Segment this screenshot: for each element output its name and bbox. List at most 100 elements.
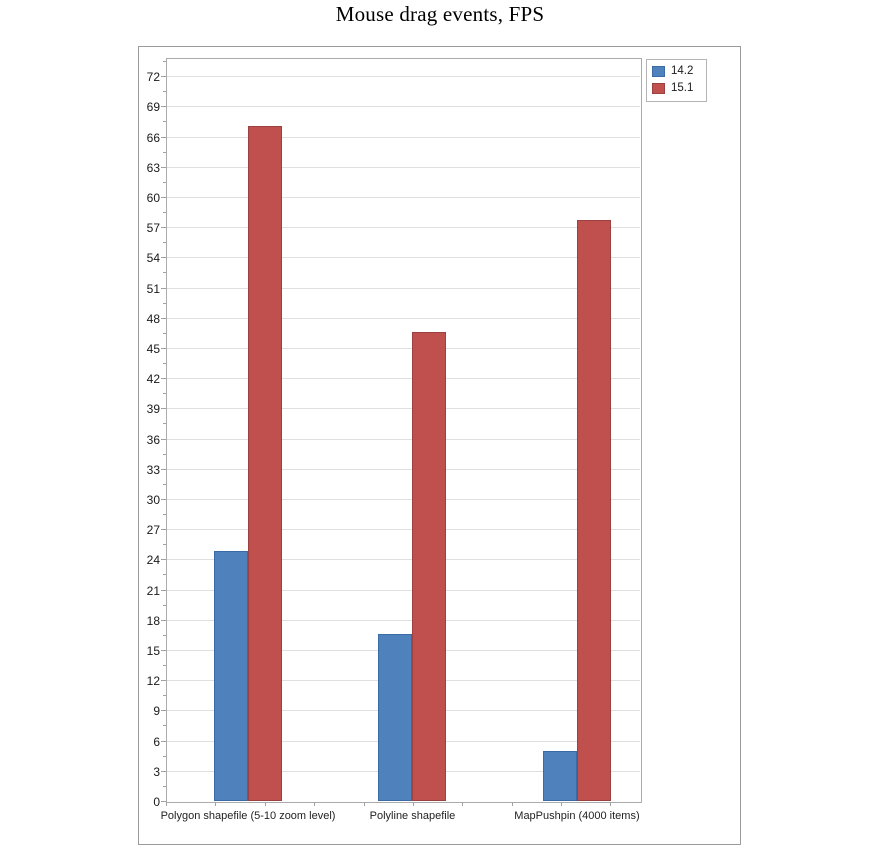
x-axis-minor-tick: [412, 802, 414, 806]
y-axis-major-tick: [161, 468, 166, 470]
y-axis-minor-tick: [163, 121, 166, 123]
y-tick-label: 21: [146, 583, 160, 598]
legend-color-swatch: [652, 66, 665, 77]
y-axis-minor-tick: [163, 393, 166, 395]
y-tick-label: 72: [146, 70, 160, 85]
y-tick-label: 69: [146, 100, 160, 115]
y-axis-minor-tick: [163, 755, 166, 757]
y-axis-minor-tick: [163, 151, 166, 153]
y-axis-minor-tick: [163, 483, 166, 485]
y-tick-label: 27: [146, 523, 160, 538]
y-tick-label: 18: [146, 613, 160, 628]
y-axis-major-tick: [161, 196, 166, 198]
y-axis-major-tick: [161, 136, 166, 138]
y-tick-label: 6: [153, 734, 160, 749]
y-axis-minor-tick: [163, 544, 166, 546]
x-category-label: MapPushpin (4000 items): [514, 810, 640, 822]
y-axis-major-tick: [161, 619, 166, 621]
y-axis-minor-tick: [163, 514, 166, 516]
y-axis-major-tick: [161, 498, 166, 500]
bar-series-14.2: [378, 633, 413, 801]
x-axis-minor-tick: [363, 802, 365, 806]
y-axis-major-tick: [161, 680, 166, 682]
x-axis-minor-tick: [166, 802, 167, 806]
y-axis-major-tick: [161, 438, 166, 440]
y-axis-major-tick: [161, 589, 166, 591]
x-axis-minor-tick: [462, 802, 464, 806]
y-gridline: [167, 589, 640, 591]
x-axis-minor-tick: [264, 802, 266, 806]
legend-series-label: 15.1: [671, 82, 694, 94]
y-axis-minor-tick: [163, 725, 166, 727]
y-tick-label: 36: [146, 432, 160, 447]
y-axis-major-tick: [161, 227, 166, 229]
y-axis-minor-tick: [163, 634, 166, 636]
legend-item: 14.2: [647, 63, 706, 80]
y-axis-minor-tick: [163, 242, 166, 244]
bar-series-15.1: [576, 220, 611, 801]
y-tick-label: 51: [146, 281, 160, 296]
y-tick-label: 42: [146, 372, 160, 387]
x-axis-minor-tick: [511, 802, 513, 806]
y-axis-major-tick: [161, 529, 166, 531]
y-gridline: [167, 136, 640, 138]
y-axis-minor-tick: [163, 212, 166, 214]
y-tick-label: 0: [153, 795, 160, 809]
y-tick-label: 45: [146, 341, 160, 356]
bar-series-15.1: [248, 126, 282, 801]
y-tick-label: 63: [146, 160, 160, 175]
y-axis-minor-tick: [163, 665, 166, 667]
y-axis-minor-tick: [163, 332, 166, 334]
y-tick-label: 39: [146, 402, 160, 417]
y-axis-major-tick: [161, 770, 166, 772]
bar-series-15.1: [412, 331, 447, 801]
y-tick-label: 33: [146, 462, 160, 477]
chart-container: 14.2 15.1 0 3 6 9 12 15 18 21 24 27 30 33 36 39 42 45 48 5…: [138, 46, 741, 845]
y-gridline: [167, 378, 640, 380]
x-category-label: Polygon shapefile (5-10 zoom level): [160, 810, 336, 822]
y-axis-major-tick: [161, 347, 166, 349]
y-axis-major-tick: [161, 801, 166, 802]
y-tick-label: 15: [146, 643, 160, 658]
y-gridline: [167, 196, 640, 198]
y-axis-major-tick: [161, 740, 166, 742]
y-axis-minor-tick: [163, 453, 166, 455]
y-gridline: [167, 227, 640, 229]
y-tick-label: 12: [146, 674, 160, 689]
y-gridline: [167, 257, 640, 259]
y-axis-major-tick: [161, 257, 166, 259]
legend-item: 15.1: [647, 80, 706, 97]
y-axis-major-tick: [161, 76, 166, 78]
y-tick-label: 48: [146, 311, 160, 326]
chart-title: Mouse drag events, FPS: [335, 2, 545, 26]
y-gridline: [167, 317, 640, 319]
y-axis-minor-tick: [163, 363, 166, 365]
y-gridline: [167, 559, 640, 561]
y-axis-minor-tick: [163, 91, 166, 93]
y-tick-label: 30: [146, 492, 160, 507]
y-axis-major-tick: [161, 106, 166, 108]
bar-series-14.2: [214, 551, 248, 801]
x-category-label: Polyline shapefile: [369, 810, 456, 822]
y-axis-major-tick: [161, 287, 166, 289]
legend-color-swatch: [652, 83, 665, 94]
y-axis-minor-tick: [163, 604, 166, 606]
y-gridline: [167, 347, 640, 349]
y-gridline: [167, 287, 640, 289]
y-tick-label: 60: [146, 190, 160, 205]
y-tick-label: 66: [146, 130, 160, 145]
y-tick-label: 57: [146, 221, 160, 236]
y-axis-major-tick: [161, 317, 166, 319]
y-axis-major-tick: [161, 166, 166, 168]
y-axis-major-tick: [161, 649, 166, 651]
x-axis-minor-tick: [561, 802, 562, 806]
y-gridline: [167, 76, 640, 78]
y-axis-minor-tick: [163, 423, 166, 425]
y-axis-major-tick: [161, 710, 166, 712]
y-gridline: [167, 408, 640, 410]
y-gridline: [167, 438, 640, 440]
y-gridline: [167, 468, 640, 470]
y-gridline: [167, 619, 640, 621]
y-axis-major-tick: [161, 378, 166, 380]
